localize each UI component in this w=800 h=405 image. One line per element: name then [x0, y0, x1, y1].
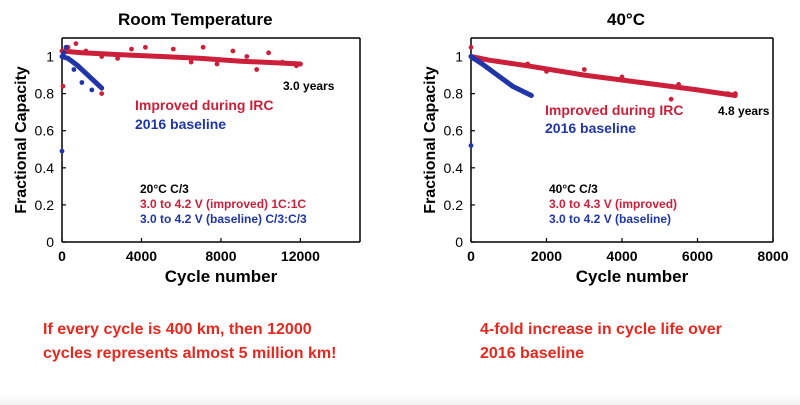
- x-tick-label: 0: [58, 248, 66, 264]
- data-point: [158, 54, 164, 59]
- x-tick-label: 12000: [281, 248, 320, 264]
- chart-title: Room Temperature: [118, 10, 273, 29]
- condition-line: 3.0 to 4.2 V (baseline) C/3:C/3: [140, 212, 307, 226]
- right-caption: 4-fold increase in cycle life over 2016 …: [480, 321, 722, 362]
- x-tick-label: 8000: [757, 248, 788, 264]
- data-point: [244, 54, 250, 59]
- condition-line: 3.0 to 4.2 V (baseline): [549, 212, 671, 226]
- y-tick-label: 1: [46, 49, 54, 65]
- series-line-improved: [59, 48, 303, 67]
- data-point: [280, 59, 285, 65]
- series-line-baseline: [59, 54, 105, 91]
- x-tick-label: 2000: [531, 248, 562, 264]
- data-point: [99, 54, 105, 59]
- x-tick-label: 0: [467, 248, 475, 264]
- data-point: [725, 91, 731, 96]
- data-point: [294, 63, 299, 69]
- data-point: [544, 69, 549, 74]
- x-tick-label: 8000: [205, 248, 236, 264]
- data-point: [200, 44, 206, 50]
- x-tick-label: 4000: [126, 248, 157, 264]
- data-point: [115, 56, 120, 61]
- data-point: [230, 48, 236, 54]
- series-line-baseline: [468, 54, 534, 98]
- data-point: [581, 67, 587, 72]
- condition-line: 20°C C/3: [140, 182, 189, 196]
- left-caption: If every cycle is 400 km, then 12000 cyc…: [43, 321, 337, 362]
- data-point: [468, 143, 474, 149]
- y-tick-label: 0.2: [35, 197, 55, 213]
- data-point: [71, 67, 77, 72]
- legend-entry: 2016 baseline: [545, 120, 636, 136]
- x-axis-label: Cycle number: [576, 267, 689, 286]
- data-point: [468, 44, 474, 50]
- forty-degree-chart: 0 0.2 0.4 0.6 0.8 1 0 2000 4000 6000 8000 Cycle num…: [422, 37, 789, 286]
- data-point: [188, 59, 194, 65]
- y-tick-label: 0.8: [35, 86, 55, 102]
- legend-entry: Improved during IRC: [545, 102, 683, 118]
- room-temperature-panel: 0 0.2 0.4 0.6 0.8 1 0 4000 8000 12000 Cycle number…: [0, 0, 400, 300]
- data-point: [668, 96, 674, 102]
- data-point: [129, 46, 134, 52]
- data-point: [79, 80, 85, 85]
- y-axis-label: Fractional Capacity: [422, 66, 439, 214]
- data-point: [266, 50, 271, 56]
- y-tick-label: 0.2: [444, 197, 464, 213]
- data-point: [470, 56, 476, 61]
- data-point: [214, 61, 220, 67]
- y-tick-label: 0: [455, 234, 463, 250]
- x-tick-label: 6000: [682, 248, 713, 264]
- data-point: [676, 82, 681, 87]
- x-axis-label: Cycle number: [165, 267, 278, 286]
- data-point: [63, 44, 69, 50]
- data-point: [619, 74, 625, 80]
- data-point: [732, 91, 738, 96]
- data-point: [61, 50, 67, 56]
- data-point: [89, 87, 95, 93]
- y-tick-label: 0.4: [35, 160, 55, 176]
- forty-degree-panel: 0 0.2 0.4 0.6 0.8 1 0 2000 4000 6000 8000 Cycle num…: [400, 0, 800, 300]
- x-tick-label: 4000: [606, 248, 637, 264]
- y-tick-label: 0.8: [444, 86, 464, 102]
- y-axis-label: Fractional Capacity: [13, 66, 30, 214]
- condition-line: 40°C C/3: [549, 182, 598, 196]
- bottom-shadow: [0, 395, 800, 405]
- y-tick-label: 0.6: [35, 123, 55, 139]
- data-point: [525, 61, 530, 67]
- series-line-improved: [468, 54, 738, 98]
- data-point: [254, 67, 260, 72]
- data-point: [59, 148, 65, 154]
- data-point: [170, 46, 176, 52]
- data-point: [73, 41, 79, 46]
- chart-title: 40°C: [607, 10, 645, 29]
- y-tick-label: 0.4: [444, 160, 464, 176]
- y-tick-label: 0.6: [444, 123, 464, 139]
- condition-line: 3.0 to 4.3 V (improved): [549, 197, 677, 211]
- y-tick-label: 1: [455, 49, 463, 65]
- legend-entry: 2016 baseline: [135, 116, 226, 132]
- data-point: [143, 44, 148, 50]
- data-point: [83, 48, 89, 54]
- data-point: [60, 83, 66, 89]
- condition-line: 3.0 to 4.2 V (improved) 1C:1C: [140, 197, 306, 211]
- legend-entry: Improved during IRC: [135, 97, 273, 113]
- y-tick-label: 0: [46, 234, 54, 250]
- duration-annotation: 4.8 years: [718, 104, 770, 118]
- duration-annotation: 3.0 years: [283, 79, 335, 93]
- data-point: [99, 91, 105, 96]
